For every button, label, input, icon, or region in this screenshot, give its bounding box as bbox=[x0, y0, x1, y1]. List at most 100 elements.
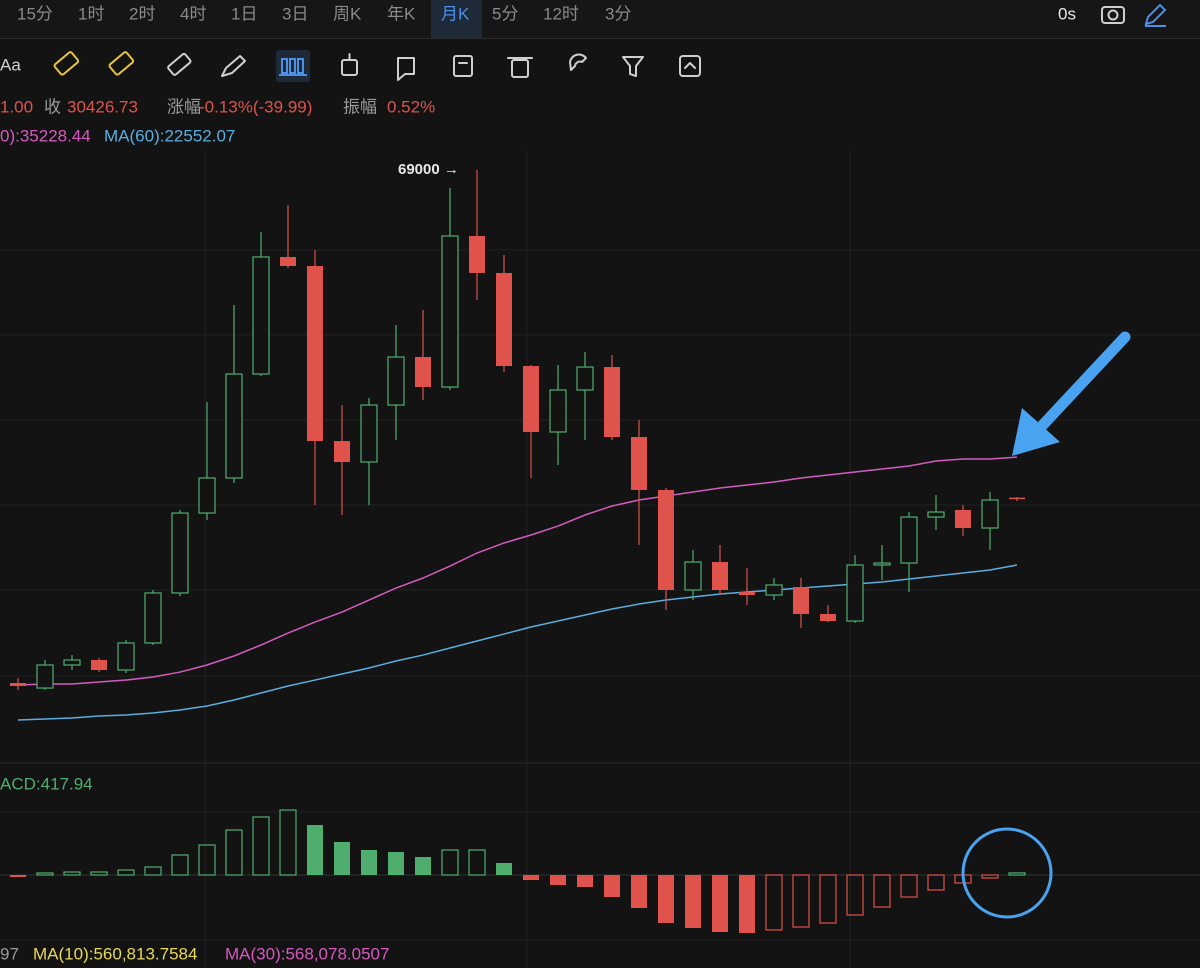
candle-body bbox=[981, 499, 999, 529]
candle-body bbox=[739, 592, 755, 596]
tab[interactable]: 12时 bbox=[543, 4, 579, 23]
candle-body bbox=[496, 272, 512, 367]
tab[interactable]: 4时 bbox=[180, 4, 206, 23]
macd-bar bbox=[685, 875, 701, 928]
tool-measure[interactable] bbox=[167, 52, 192, 76]
tab[interactable]: 1时 bbox=[78, 4, 104, 23]
macd-bar bbox=[927, 874, 945, 891]
tool-lock[interactable] bbox=[341, 53, 358, 76]
macd-bar bbox=[873, 874, 891, 908]
amplitude-label: 振幅 bbox=[343, 97, 377, 116]
tool-delete[interactable] bbox=[507, 57, 533, 78]
candle-plot bbox=[10, 170, 1025, 721]
macd-plot bbox=[0, 809, 1200, 933]
close-label: 收 bbox=[44, 97, 61, 116]
candle-body bbox=[712, 562, 728, 590]
macd-bar bbox=[415, 857, 431, 875]
candle-body bbox=[63, 659, 81, 666]
macd-bar bbox=[577, 875, 593, 887]
candle-body bbox=[198, 477, 216, 514]
macd-bar bbox=[307, 825, 323, 875]
tab[interactable]: 年K bbox=[387, 4, 416, 23]
macd-bar bbox=[468, 849, 486, 876]
tool-magnet[interactable] bbox=[569, 53, 587, 71]
macd-bar bbox=[10, 875, 26, 877]
macd-label: ACD:417.94 bbox=[0, 774, 93, 793]
volume-tail: 97 bbox=[0, 944, 19, 963]
price-info: 1.00 收 30426.73 涨幅 -0.13%(-39.99) 振幅 0.5… bbox=[0, 97, 435, 145]
change-value: -0.13%(-39.99) bbox=[199, 97, 312, 116]
tab[interactable]: 2时 bbox=[129, 4, 155, 23]
candle-body bbox=[549, 389, 567, 433]
font-button[interactable]: Aa bbox=[0, 55, 21, 74]
macd-bar bbox=[144, 866, 162, 876]
tab-bar bbox=[0, 0, 1200, 38]
macd-bar bbox=[90, 871, 108, 876]
tool-ruler-2[interactable] bbox=[108, 51, 135, 76]
timeframe-tabs: 15分 1时 2时 4时 1日 3日 周K 年K 月K 5分 12时 3分 bbox=[17, 0, 631, 38]
candle-body bbox=[469, 235, 485, 273]
macd-bar bbox=[225, 829, 243, 876]
tool-filter[interactable] bbox=[622, 56, 644, 77]
tool-sync[interactable] bbox=[679, 55, 701, 77]
change-label: 涨幅 bbox=[167, 97, 201, 116]
open-value: 1.00 bbox=[0, 97, 33, 116]
tab[interactable]: 3日 bbox=[282, 4, 308, 23]
tool-brush[interactable] bbox=[221, 55, 246, 77]
candle-body bbox=[927, 511, 945, 518]
candle-body bbox=[91, 659, 107, 671]
peak-annotation: 69000 → bbox=[398, 161, 459, 178]
candle-body bbox=[10, 683, 26, 687]
candle-body bbox=[415, 356, 431, 388]
macd-bar bbox=[792, 874, 810, 928]
macd-bar bbox=[198, 844, 216, 876]
macd-bar bbox=[171, 854, 189, 876]
tab[interactable]: 周K bbox=[333, 4, 362, 23]
macd-bar bbox=[900, 874, 918, 898]
pen-icon[interactable] bbox=[1144, 3, 1167, 27]
macd-bar bbox=[36, 872, 54, 876]
tab[interactable]: 月K bbox=[441, 4, 470, 23]
macd-bar bbox=[658, 875, 674, 923]
ma-line bbox=[17, 456, 1018, 686]
camera-icon[interactable] bbox=[1101, 6, 1125, 24]
macd-bar bbox=[441, 849, 459, 876]
tab[interactable]: 15分 bbox=[17, 4, 53, 23]
macd-bar bbox=[361, 850, 377, 875]
volume-ma10: MA(10):560,813.7584 bbox=[33, 944, 197, 963]
candle-body bbox=[900, 516, 918, 564]
tab[interactable]: 5分 bbox=[492, 4, 518, 23]
tool-ruler-1[interactable] bbox=[53, 51, 80, 76]
candle-body bbox=[144, 592, 162, 644]
tool-note[interactable] bbox=[397, 57, 415, 81]
tool-edit[interactable] bbox=[453, 55, 473, 77]
close-value: 30426.73 bbox=[67, 97, 138, 116]
tool-candles[interactable] bbox=[279, 58, 307, 76]
macd-bar bbox=[279, 809, 297, 876]
candle-body bbox=[631, 437, 647, 490]
macd-bar bbox=[388, 852, 404, 875]
tab[interactable]: 1日 bbox=[231, 4, 257, 23]
macd-bar bbox=[523, 875, 539, 880]
macd-bar bbox=[496, 863, 512, 875]
candle-body bbox=[820, 613, 836, 622]
volume-ma30: MA(30):568,078.0507 bbox=[225, 944, 389, 963]
macd-bar bbox=[712, 875, 728, 932]
timer: 0s bbox=[1058, 4, 1076, 23]
candle-body bbox=[360, 404, 378, 463]
candle-body bbox=[684, 561, 702, 591]
candle-body bbox=[225, 373, 243, 479]
candle-body bbox=[1009, 497, 1025, 500]
tab[interactable]: 3分 bbox=[605, 4, 631, 23]
candle-body bbox=[387, 356, 405, 406]
candle-body bbox=[523, 366, 539, 432]
candle-body bbox=[171, 512, 189, 594]
candle-body bbox=[36, 664, 54, 689]
candle-body bbox=[117, 642, 135, 671]
callout-circle bbox=[961, 827, 1053, 919]
macd-bar bbox=[252, 816, 270, 876]
ma-long-value: 0):35228.44 bbox=[0, 126, 91, 145]
macd-bar bbox=[550, 875, 566, 885]
